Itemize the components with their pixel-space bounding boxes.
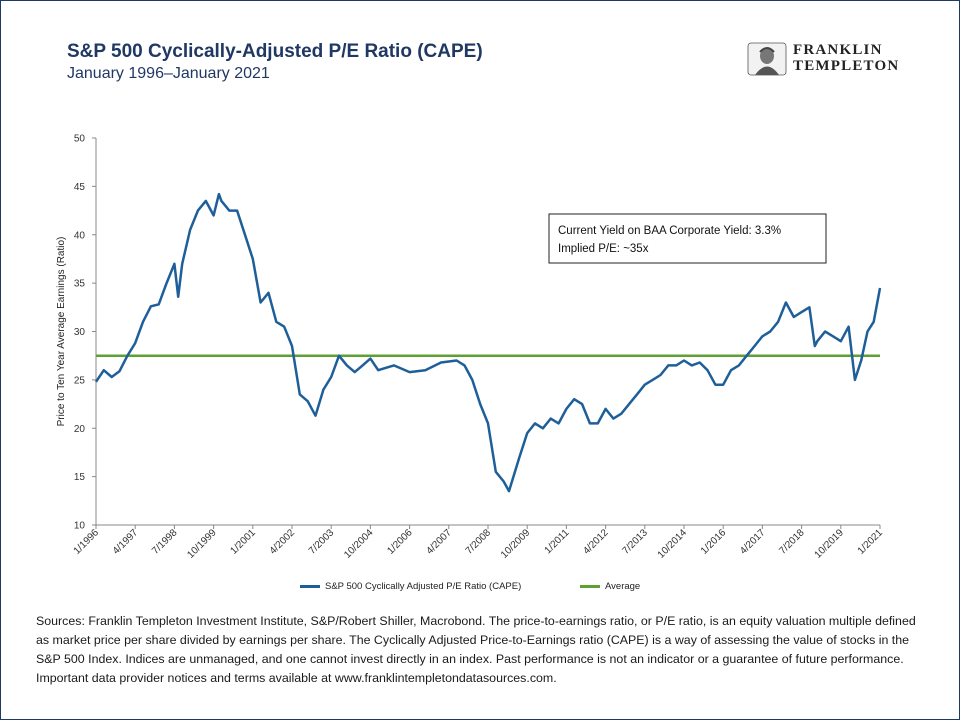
legend-item-average: Average [580,581,640,592]
legend-label-average: Average [605,581,641,592]
x-tick-label: 4/2012 [581,527,611,557]
x-tick-label: 4/2007 [425,527,455,557]
franklin-portrait-icon [747,42,787,76]
y-axis-title: Price to Ten Year Average Earnings (Rati… [56,237,67,427]
x-tick-label: 10/2019 [813,527,847,561]
y-tick-label: 15 [74,472,86,483]
y-tick-label: 10 [74,521,86,532]
logo-line-2: TEMPLETON [793,58,900,74]
x-tick-label: 7/2018 [777,527,807,557]
chart-subtitle: January 1996–January 2021 [67,65,270,82]
y-tick-label: 45 [74,182,86,193]
x-tick-label: 7/2013 [621,527,651,557]
x-tick-label: 1/2021 [856,527,886,557]
logo-line-1: FRANKLIN [793,42,883,58]
x-tick-label: 1/2011 [543,527,572,556]
y-tick-label: 30 [74,327,86,338]
legend-label-cape: S&P 500 Cyclically Adjusted P/E Ratio (C… [325,581,522,592]
sources-footnote: Sources: Franklin Templeton Investment I… [36,614,916,685]
x-tick-label: 4/2017 [738,527,768,557]
x-tick-label: 10/2009 [499,527,533,561]
annotation-line-1: Current Yield on BAA Corporate Yield: 3.… [558,225,781,237]
legend-item-cape: S&P 500 Cyclically Adjusted P/E Ratio (C… [300,581,521,592]
x-tick-label: 7/1998 [150,527,180,557]
franklin-templeton-logo: FRANKLIN TEMPLETON [747,42,917,76]
cape-series-line [94,192,882,493]
x-tick-label: 7/2008 [464,527,494,557]
y-tick-label: 35 [74,279,86,290]
legend-swatch-average [580,585,600,588]
legend-swatch-cape [300,585,320,588]
y-tick-label: 25 [74,375,86,386]
annotation-box [548,213,827,264]
x-tick-label: 1/2001 [229,527,259,557]
annotation-line-2: Implied P/E: ~35x [558,243,649,255]
y-tick-label: 40 [74,230,86,241]
logo-wordmark: FRANKLIN TEMPLETON [793,42,899,74]
x-tick-label: 1/2016 [699,527,729,557]
x-tick-label: 10/2004 [342,527,376,561]
x-tick-label: 10/1999 [185,527,219,561]
y-tick-label: 20 [74,424,86,435]
x-tick-label: 7/2003 [307,527,337,557]
chart-title: S&P 500 Cyclically-Adjusted P/E Ratio (C… [67,41,483,62]
x-tick-label: 1/2006 [385,527,415,557]
x-tick-label: 4/2002 [268,527,298,557]
y-tick-label: 50 [74,134,86,145]
x-tick-label: 10/2014 [656,527,690,561]
x-tick-label: 4/1997 [111,527,141,557]
